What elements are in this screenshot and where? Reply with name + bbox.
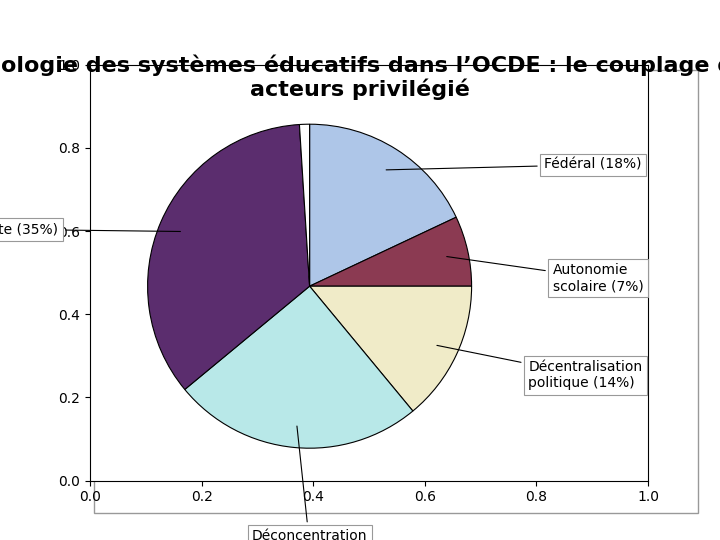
Text: Typologie des systèmes éducatifs dans l’OCDE : le couplage des
acteurs privilégi: Typologie des systèmes éducatifs dans l’… bbox=[0, 54, 720, 100]
Wedge shape bbox=[300, 124, 310, 286]
Wedge shape bbox=[148, 125, 310, 389]
Wedge shape bbox=[185, 286, 413, 448]
Wedge shape bbox=[310, 124, 456, 286]
Text: Déconcentration
(25%): Déconcentration (25%) bbox=[252, 426, 367, 540]
Text: Fédéral (18%): Fédéral (18%) bbox=[386, 158, 642, 172]
Text: Décentralisation
politique (14%): Décentralisation politique (14%) bbox=[437, 346, 642, 390]
Wedge shape bbox=[310, 217, 472, 286]
Text: Mixte (35%): Mixte (35%) bbox=[0, 222, 181, 237]
Wedge shape bbox=[310, 286, 472, 411]
Text: Autonomie
scolaire (7%): Autonomie scolaire (7%) bbox=[446, 256, 644, 293]
